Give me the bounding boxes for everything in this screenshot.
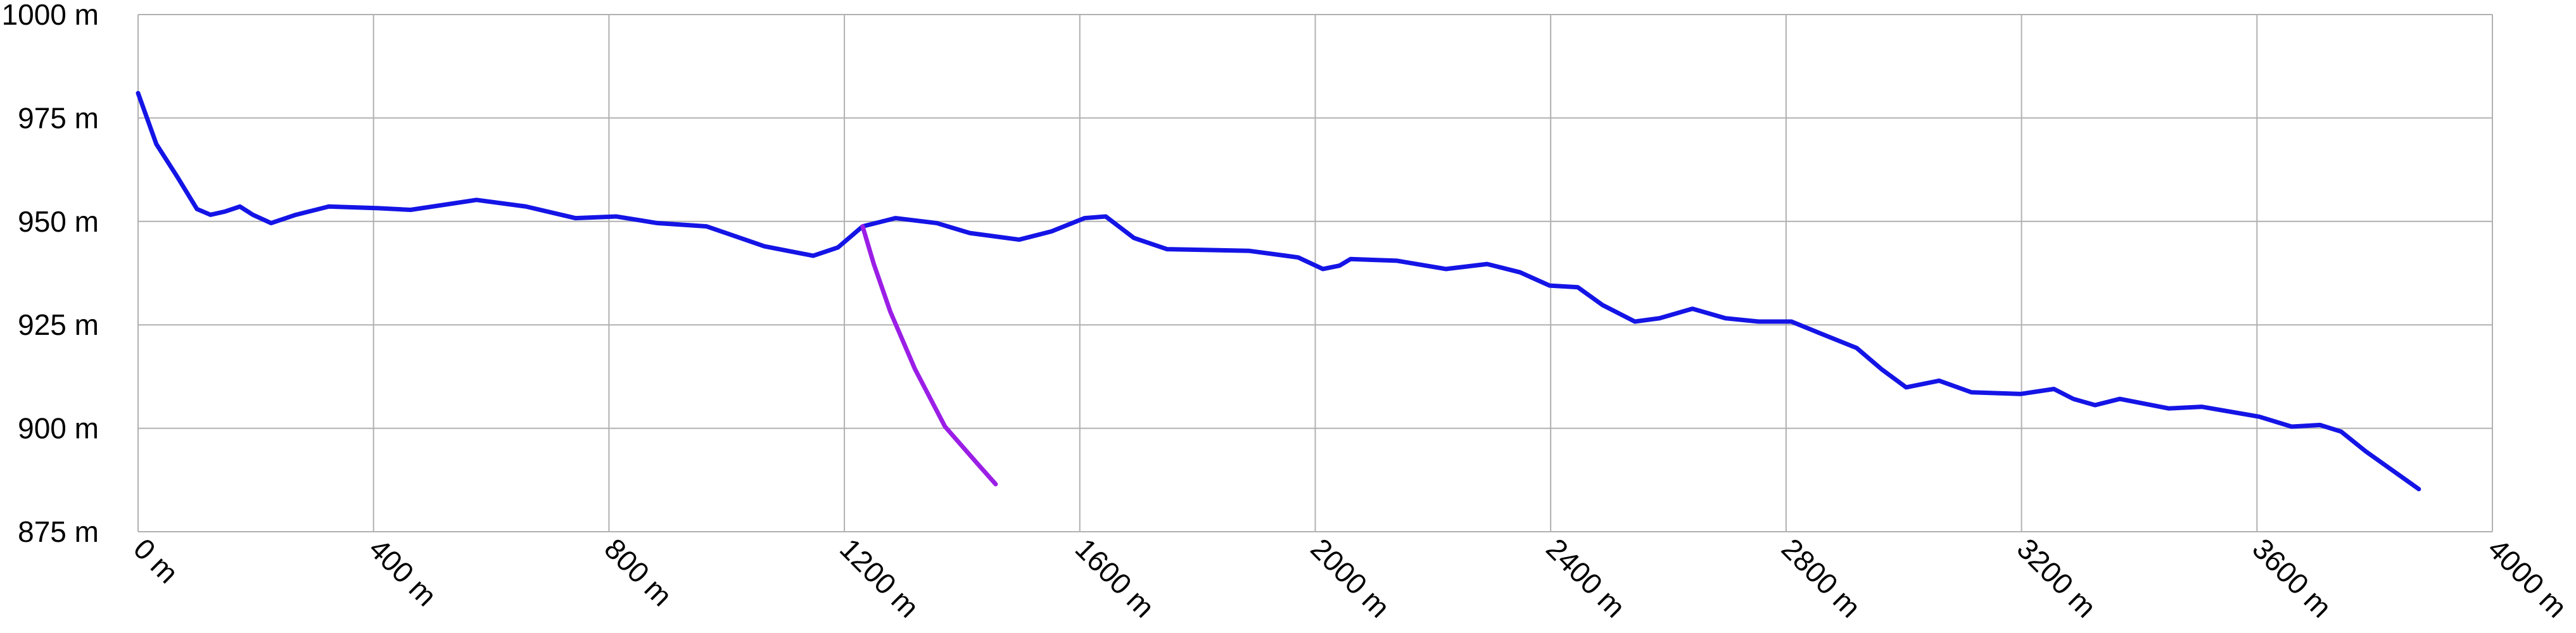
x-tick-label: 2400 m xyxy=(1540,532,1632,624)
elevation-line xyxy=(136,91,2421,492)
elevation-line xyxy=(860,224,998,487)
y-tick-label: 1000 m xyxy=(2,0,99,31)
x-tick-label: 800 m xyxy=(598,532,678,612)
x-tick-label: 4000 m xyxy=(2482,532,2573,624)
x-tick-label: 0 m xyxy=(127,532,185,589)
x-tick-label: 3200 m xyxy=(2011,532,2103,624)
x-tick-label: 1200 m xyxy=(834,532,925,624)
x-tick-label: 2800 m xyxy=(1775,532,1867,624)
x-tick-label: 1600 m xyxy=(1069,532,1161,624)
y-tick-label: 925 m xyxy=(18,308,99,341)
x-tick-label: 400 m xyxy=(363,532,443,612)
y-tick-label: 875 m xyxy=(18,515,99,548)
x-tick-label: 3600 m xyxy=(2246,532,2338,624)
y-tick-label: 900 m xyxy=(18,412,99,445)
y-tick-label: 975 m xyxy=(18,101,99,134)
x-tick-label: 2000 m xyxy=(1304,532,1396,624)
y-tick-label: 950 m xyxy=(18,205,99,238)
